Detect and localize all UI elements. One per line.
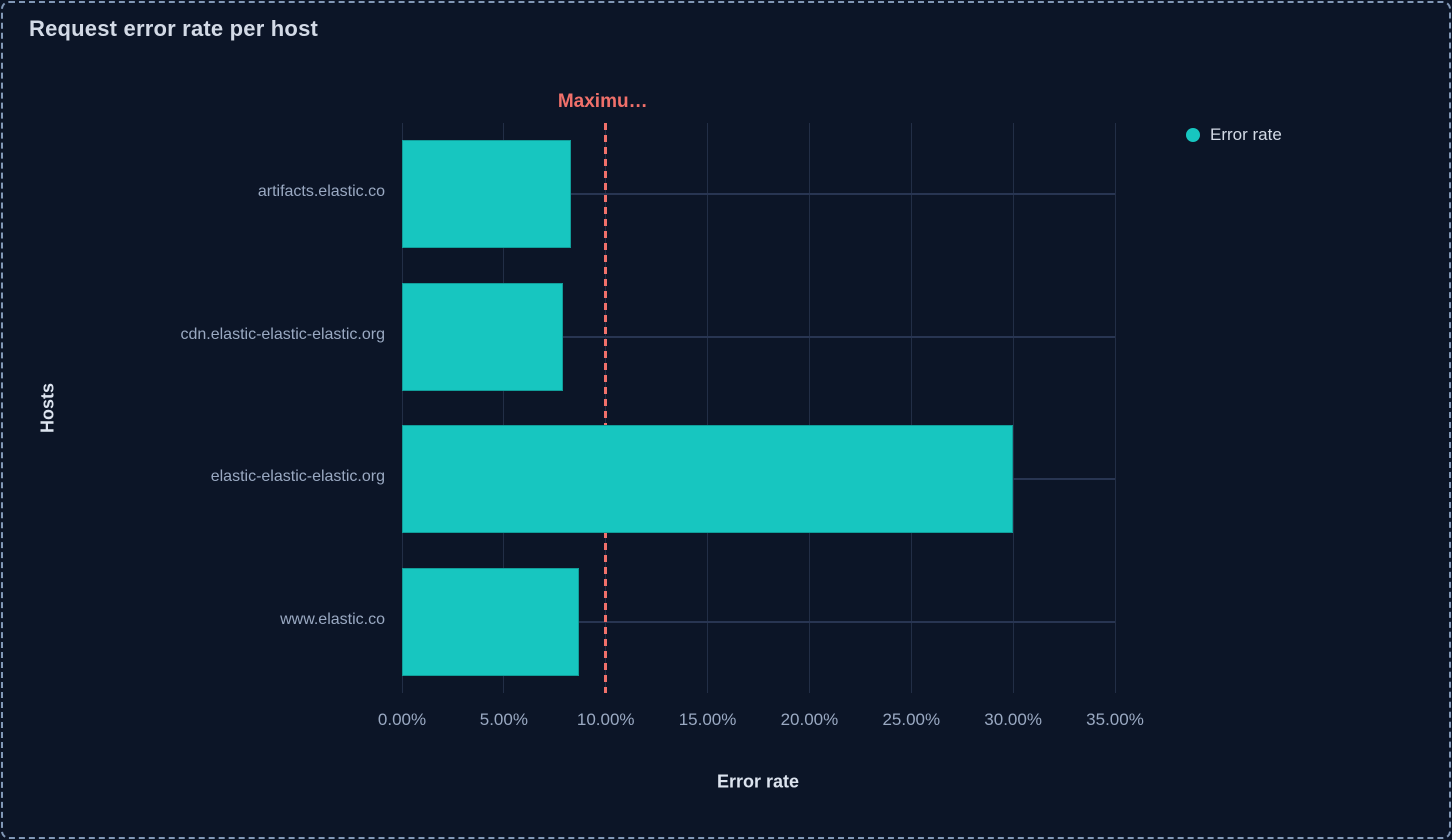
gridline-vertical [503, 123, 505, 693]
x-axis-tick-label: 20.00% [780, 710, 839, 729]
gridline-horizontal [402, 620, 1115, 623]
x-axis-tick-label: 0.00% [377, 710, 427, 729]
legend-series-dot-icon [1186, 128, 1200, 142]
gridline-horizontal [402, 193, 1115, 196]
x-axis-tick-label: 15.00% [678, 710, 737, 729]
x-axis-tick-label: 10.00% [576, 710, 635, 729]
x-axis-title: Error rate [716, 771, 800, 792]
gridline-horizontal [402, 335, 1115, 338]
y-axis-category-label: elastic-elastic-elastic.org [210, 468, 385, 486]
legend-item-label: Error rate [1210, 125, 1282, 144]
gridline-vertical [808, 123, 810, 693]
bar-elastic-elastic-elastic-org[interactable] [402, 425, 1014, 534]
y-axis-category-label: artifacts.elastic.co [257, 183, 385, 201]
chart-title: Request error rate per host [29, 16, 319, 41]
bar-www-elastic-co[interactable] [402, 567, 580, 676]
bar-cdn-elastic-elastic-elastic-org[interactable] [402, 282, 563, 391]
gridline-vertical [1114, 123, 1116, 693]
y-axis-title: Hosts [37, 382, 58, 434]
x-axis-tick-label: 35.00% [1086, 710, 1144, 729]
x-axis-tick-label: 30.00% [984, 710, 1042, 729]
x-axis-tick-label: 5.00% [479, 710, 528, 729]
x-axis-tick-label: 25.00% [882, 710, 941, 729]
legend-item-error-rate[interactable]: Error rate [1186, 125, 1282, 145]
reference-line-label: Maximu… [557, 91, 648, 112]
gridline-vertical [1012, 123, 1014, 693]
y-axis-category-label: www.elastic.co [280, 610, 385, 628]
legend: Error rate [1186, 125, 1282, 145]
gridline-vertical [910, 123, 912, 693]
gridline-vertical [707, 123, 709, 693]
reference-line [604, 123, 608, 693]
bar-artifacts-elastic-co[interactable] [402, 140, 572, 249]
gridline-vertical [401, 123, 403, 693]
y-axis-category-label: cdn.elastic-elastic-elastic.org [180, 325, 385, 343]
